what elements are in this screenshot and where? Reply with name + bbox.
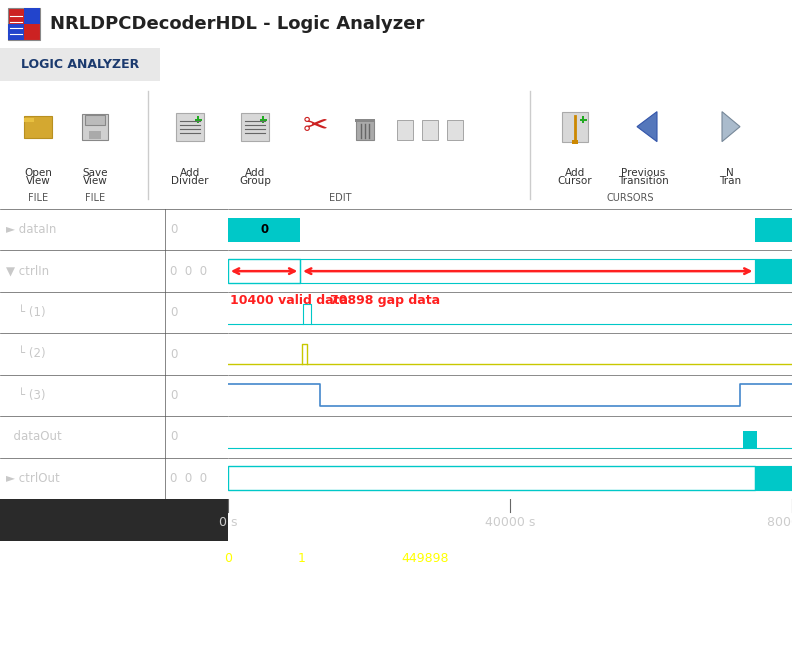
Polygon shape (637, 112, 657, 141)
Text: Tran: Tran (719, 176, 741, 186)
Bar (176, 112, 204, 141)
Bar (262, 116, 264, 123)
Text: FILE: FILE (28, 193, 48, 203)
Text: LOGIC ANALYZER: LOGIC ANALYZER (21, 58, 139, 71)
Bar (562, 112, 588, 141)
Text: FILE: FILE (85, 193, 105, 203)
Polygon shape (722, 112, 740, 141)
Bar (756, 218, 792, 242)
Text: Divider: Divider (171, 176, 209, 186)
Text: 1: 1 (297, 552, 305, 565)
Text: Group: Group (239, 176, 271, 186)
Text: 10400 valid data: 10400 valid data (230, 294, 348, 307)
Bar (582, 116, 584, 123)
Text: 0 s: 0 s (219, 516, 238, 528)
Bar (24, 116, 52, 138)
Bar (24, 8, 40, 24)
Text: dataOut: dataOut (6, 430, 62, 443)
Bar (8, 8, 40, 40)
Text: 0: 0 (224, 552, 232, 565)
Text: └ (2): └ (2) (18, 348, 46, 360)
Bar (572, 140, 578, 143)
Text: 0  0  0: 0 0 0 (170, 472, 208, 484)
Text: TRIGGER: TRIGGER (200, 58, 261, 71)
Text: WAVE: WAVE (410, 58, 450, 71)
Bar (241, 112, 269, 141)
Text: Add: Add (565, 168, 585, 178)
Text: Save: Save (82, 168, 108, 178)
Bar (756, 466, 792, 490)
Text: 40000 s: 40000 s (485, 516, 535, 528)
Text: View: View (82, 176, 108, 186)
Bar (0, 499, 228, 541)
Text: Add: Add (245, 168, 265, 178)
Bar (0, 48, 160, 81)
Text: ✂: ✂ (303, 112, 328, 141)
Text: N: N (726, 168, 734, 178)
Bar (89, 130, 101, 139)
Text: 449898: 449898 (402, 552, 449, 565)
Text: 0: 0 (170, 430, 177, 443)
Bar (356, 120, 374, 140)
Text: NRLDPCDecoderHDL - Logic Analyzer: NRLDPCDecoderHDL - Logic Analyzer (50, 15, 425, 33)
Bar (260, 119, 266, 121)
Text: 80000 s: 80000 s (767, 516, 792, 528)
Text: 0: 0 (260, 224, 268, 236)
Text: ► ctrlOut: ► ctrlOut (6, 472, 59, 484)
Bar (397, 120, 413, 140)
Bar (85, 114, 105, 125)
Text: └ (3): └ (3) (18, 389, 45, 402)
Bar (228, 259, 300, 283)
Bar (228, 218, 300, 242)
Text: ▼ ctrlIn: ▼ ctrlIn (6, 265, 49, 278)
Text: 70898 gap data: 70898 gap data (330, 294, 440, 307)
Bar (300, 259, 756, 283)
Text: Add: Add (180, 168, 200, 178)
Bar (580, 119, 587, 121)
Text: 0: 0 (170, 389, 177, 402)
Bar (228, 466, 756, 490)
Bar (195, 119, 201, 121)
Text: └ (1): └ (1) (18, 306, 46, 319)
Bar (197, 116, 199, 123)
Text: 0: 0 (170, 306, 177, 319)
Bar (422, 120, 438, 140)
Text: EDIT: EDIT (329, 193, 351, 203)
Bar (355, 119, 375, 121)
Text: 0  0  0: 0 0 0 (170, 265, 208, 278)
Text: Open: Open (24, 168, 52, 178)
Text: 0: 0 (170, 224, 177, 236)
Bar (756, 259, 792, 283)
Text: Transition: Transition (618, 176, 668, 186)
Text: Cursor: Cursor (558, 176, 592, 186)
Text: 0: 0 (170, 348, 177, 360)
Text: CURSORS: CURSORS (606, 193, 653, 203)
Bar (24, 118, 34, 121)
Bar (82, 114, 108, 140)
Text: ► dataIn: ► dataIn (6, 224, 56, 236)
Bar (447, 120, 463, 140)
Text: View: View (25, 176, 51, 186)
Text: Previous: Previous (621, 168, 665, 178)
Bar (8, 24, 24, 40)
Bar (744, 431, 757, 448)
